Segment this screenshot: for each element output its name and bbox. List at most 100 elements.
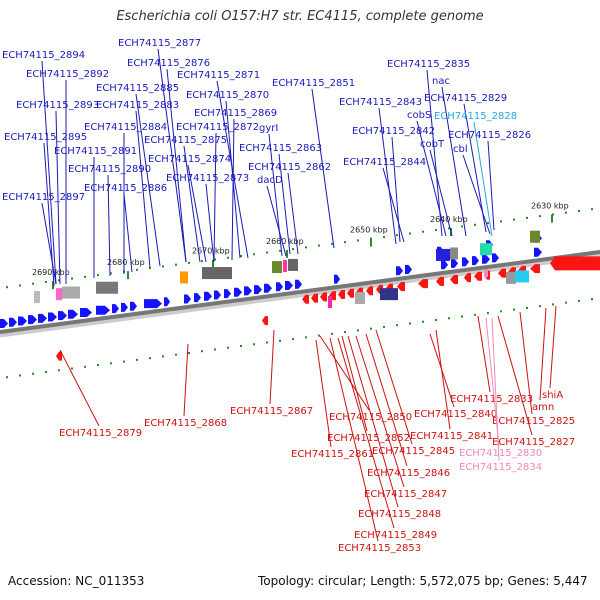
lower-tick-dot — [409, 322, 411, 325]
feature-box — [506, 271, 516, 284]
gene-leader-line — [231, 118, 235, 261]
forward-gene-arrow — [18, 316, 27, 326]
reverse-gene-arrow — [474, 271, 482, 281]
upper-tick-dot — [357, 239, 359, 242]
upper-tick-dot — [552, 213, 554, 216]
gene-leader-line — [337, 337, 395, 529]
lower-tick-dot — [474, 313, 476, 316]
lower-tick-dot — [565, 301, 567, 304]
gene-label-forward: ECH74115_2842 — [352, 126, 435, 137]
gene-label-reverse: ECH74115_2868 — [144, 418, 227, 429]
feature-box — [328, 296, 332, 308]
upper-tick-dot — [448, 227, 450, 230]
gene-leader-line — [123, 193, 133, 273]
forward-gene-arrow — [214, 290, 221, 300]
gene-leader-line — [491, 317, 500, 461]
feature-box — [283, 260, 287, 272]
upper-tick-dot — [591, 208, 593, 211]
gene-label-forward: cbl — [453, 144, 468, 155]
upper-tick-dot — [97, 274, 99, 277]
gene-leader-line — [183, 343, 189, 417]
gene-label-forward: cobT — [420, 139, 445, 150]
lower-tick-dot — [396, 324, 398, 327]
gene-leader-line — [183, 145, 201, 263]
upper-tick-dot — [331, 242, 333, 245]
gene-leader-line — [355, 335, 405, 488]
gene-leader-line — [266, 185, 287, 257]
gene-leader-line — [416, 120, 447, 237]
feature-box — [272, 261, 282, 274]
forward-gene-arrow — [285, 280, 293, 290]
reverse-gene-arrow — [550, 256, 600, 271]
gene-label-reverse: ECH74115_2841 — [410, 431, 493, 442]
lower-tick-dot — [123, 360, 125, 363]
forward-gene-arrow — [80, 308, 92, 318]
gene-leader-line — [205, 183, 215, 263]
gene-label-forward: dacD — [257, 175, 283, 186]
gene-label-forward: ECH74115_2828 — [434, 111, 517, 122]
forward-gene-arrow — [28, 315, 37, 325]
lower-tick-dot — [487, 312, 489, 315]
lower-tick-dot — [266, 341, 268, 344]
gene-leader-line — [435, 329, 451, 430]
forward-gene-arrow — [254, 285, 262, 295]
upper-tick-dot — [149, 267, 151, 270]
lower-tick-dot — [6, 376, 8, 379]
forward-gene-arrow — [451, 258, 458, 268]
lower-tick-dot — [19, 374, 21, 377]
forward-gene-arrow — [144, 299, 162, 309]
upper-tick-dot — [136, 268, 138, 271]
gene-label-reverse: ECH74115_2848 — [358, 509, 441, 520]
upper-tick-dot — [45, 281, 47, 283]
upper-tick-dot — [539, 215, 541, 218]
feature-box — [62, 286, 80, 299]
genome-backbone — [0, 250, 600, 334]
upper-tick-dot — [344, 241, 346, 244]
gene-leader-line — [347, 335, 399, 508]
lower-tick-dot — [97, 364, 99, 367]
gene-label-forward: ECH74115_2870 — [186, 90, 269, 101]
scale-tick-mark — [212, 259, 214, 268]
upper-tick-dot — [435, 229, 437, 231]
backbone-shadow — [0, 252, 600, 338]
gene-leader-line — [462, 154, 491, 235]
scale-tick-mark — [551, 214, 553, 223]
upper-tick-dot — [84, 275, 86, 278]
gene-label-forward: ECH74115_2890 — [68, 164, 151, 175]
lower-tick-dot — [513, 308, 515, 311]
gene-leader-line — [429, 149, 453, 237]
forward-gene-arrow — [492, 253, 499, 263]
gene-leader-line — [166, 68, 187, 263]
forward-gene-arrow — [58, 311, 67, 321]
reverse-gene-arrow — [530, 264, 540, 274]
accession-label: Accession: NC_011353 — [8, 574, 145, 588]
upper-tick-dot — [396, 234, 398, 237]
gene-label-forward: ECH74115_2843 — [339, 97, 422, 108]
gene-leader-line — [157, 48, 187, 263]
gene-leader-line — [41, 202, 57, 285]
gene-label-forward: ECH74115_2873 — [166, 173, 249, 184]
forward-gene-arrow — [130, 301, 137, 311]
gene-leader-line — [549, 305, 557, 389]
upper-tick-dot — [500, 220, 502, 223]
gene-label-forward: ECH74115_2875 — [144, 135, 227, 146]
gene-label-forward: ECH74115_2835 — [387, 59, 470, 70]
lower-tick-dot — [136, 358, 138, 361]
gene-leader-line — [135, 110, 151, 269]
gene-label-forward: ECH74115_2869 — [194, 108, 277, 119]
gene-leader-line — [382, 167, 405, 243]
upper-tick-dot — [487, 222, 489, 225]
lower-tick-dot — [383, 325, 385, 328]
forward-gene-arrow — [121, 302, 128, 312]
gene-leader-line — [539, 307, 547, 401]
feature-box — [56, 288, 62, 301]
gene-leader-line — [287, 172, 299, 255]
lower-tick-dot — [292, 338, 294, 341]
scale-tick-label: 2690 kbp — [32, 268, 70, 277]
lower-tick-dot — [58, 369, 60, 372]
upper-tick-dot — [253, 253, 255, 256]
lower-tick-dot — [422, 320, 424, 323]
upper-tick-dot — [292, 248, 294, 251]
upper-tick-dot — [279, 249, 281, 252]
gene-leader-line — [59, 349, 100, 427]
